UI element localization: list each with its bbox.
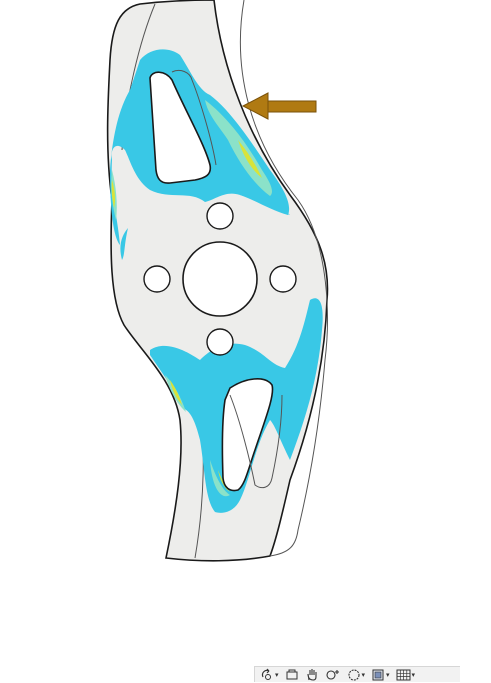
bolt-hole-left xyxy=(143,265,171,293)
upper-slot xyxy=(149,71,212,184)
rotate-view-icon xyxy=(261,668,271,680)
stress-high xyxy=(111,140,262,492)
zoom-window-icon xyxy=(347,669,360,681)
view-cube-icon xyxy=(372,669,384,681)
chevron-down-icon: ▾ xyxy=(275,670,279,679)
view-cube-button[interactable]: ▾ xyxy=(369,667,392,683)
rotate-view-button[interactable]: ▾ xyxy=(258,667,281,683)
center-bore xyxy=(182,241,258,317)
bolt-hole-top xyxy=(206,202,234,230)
bolt-hole-right xyxy=(269,265,297,293)
lower-slot-deformed xyxy=(229,394,283,489)
load-arrow[interactable] xyxy=(241,92,317,120)
grid-button[interactable]: ▾ xyxy=(394,667,418,683)
zoom-window-button[interactable]: ▾ xyxy=(345,667,368,683)
lower-slot xyxy=(221,378,274,492)
zoom-icon xyxy=(325,670,339,680)
zoom-button[interactable] xyxy=(323,667,343,683)
view-toolbar: ▾ ▾ ▾ ▾ xyxy=(254,666,460,682)
hand-icon xyxy=(306,669,317,681)
fea-model-canvas xyxy=(106,0,329,562)
upper-slot-deformed xyxy=(171,69,217,166)
hand-button[interactable] xyxy=(303,667,321,683)
graphics-viewport[interactable] xyxy=(0,0,491,660)
bolt-hole-bottom xyxy=(206,328,234,356)
pan-button[interactable] xyxy=(283,667,301,683)
chevron-down-icon: ▾ xyxy=(386,670,390,679)
grid-icon xyxy=(396,669,411,681)
chevron-down-icon: ▾ xyxy=(411,670,416,679)
pan-icon xyxy=(286,669,298,680)
chevron-down-icon: ▾ xyxy=(361,670,366,679)
